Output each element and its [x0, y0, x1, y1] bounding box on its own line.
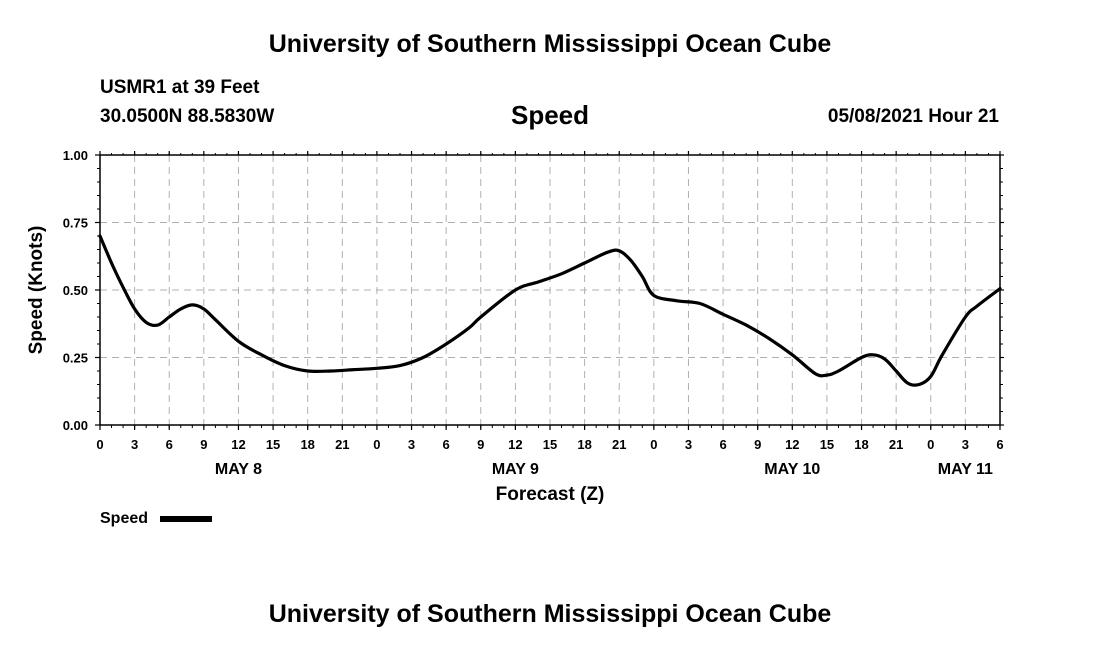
x-tick-label: 9 — [200, 437, 207, 452]
x-tick-label: 6 — [166, 437, 173, 452]
x-tick-label: 6 — [443, 437, 450, 452]
y-tick-label: 0.00 — [63, 418, 88, 433]
station-label: USMR1 at 39 Feet — [100, 77, 260, 98]
x-tick-label: 15 — [543, 437, 557, 452]
x-axis-label: Forecast (Z) — [496, 484, 605, 505]
page-title-top: University of Southern Mississippi Ocean… — [268, 30, 832, 58]
day-label: MAY 9 — [492, 461, 539, 478]
x-tick-label: 6 — [719, 437, 726, 452]
x-tick-label: 3 — [962, 437, 969, 452]
x-tick-label: 0 — [927, 437, 934, 452]
x-tick-label: 9 — [477, 437, 484, 452]
x-tick-label: 0 — [96, 437, 103, 452]
x-tick-label: 3 — [685, 437, 692, 452]
axis-ticks — [95, 151, 1004, 430]
x-tick-label: 12 — [508, 437, 522, 452]
x-tick-label: 3 — [408, 437, 415, 452]
chart-title: Speed — [510, 100, 590, 130]
x-tick-label: 12 — [785, 437, 799, 452]
day-label: MAY 10 — [764, 461, 820, 478]
y-tick-labels: 0.00 0.25 0.50 0.75 1.00 — [63, 148, 88, 433]
x-tick-label: 18 — [300, 437, 314, 452]
x-tick-labels: 0 3 6 9 12 15 18 21 0 3 6 9 12 15 18 21 0 3 6 9 12 15 18 21 0 3 6 — [96, 437, 1003, 452]
x-tick-label: 0 — [373, 437, 380, 452]
legend-swatch — [160, 516, 212, 522]
x-tick-label: 18 — [854, 437, 868, 452]
x-tick-label: 21 — [889, 437, 903, 452]
x-tick-label: 15 — [266, 437, 280, 452]
x-tick-label: 9 — [754, 437, 761, 452]
day-labels: MAY 8 MAY 9 MAY 10 MAY 11 — [215, 461, 993, 478]
x-tick-label: 15 — [820, 437, 834, 452]
x-tick-label: 18 — [577, 437, 591, 452]
x-tick-label: 21 — [612, 437, 626, 452]
grid-lines — [100, 155, 1000, 425]
x-tick-label: 12 — [231, 437, 245, 452]
y-axis-label: Speed (Knots) — [26, 226, 47, 355]
y-tick-label: 1.00 — [63, 148, 88, 163]
speed-series-line — [98, 234, 1002, 387]
x-tick-label: 3 — [131, 437, 138, 452]
x-tick-label: 21 — [335, 437, 349, 452]
coordinates-label: 30.0500N 88.5830W — [100, 106, 275, 127]
x-tick-label: 0 — [650, 437, 657, 452]
legend-label: Speed — [100, 510, 149, 527]
y-tick-label: 0.50 — [63, 283, 88, 298]
day-label: MAY 8 — [215, 461, 262, 478]
y-tick-label: 0.75 — [63, 216, 88, 231]
y-tick-label: 0.25 — [63, 351, 88, 366]
datetime-label: 05/08/2021 Hour 21 — [827, 106, 999, 127]
page-title-bottom: University of Southern Mississippi Ocean… — [268, 600, 832, 628]
day-label: MAY 11 — [938, 461, 993, 478]
x-tick-label: 6 — [996, 437, 1003, 452]
